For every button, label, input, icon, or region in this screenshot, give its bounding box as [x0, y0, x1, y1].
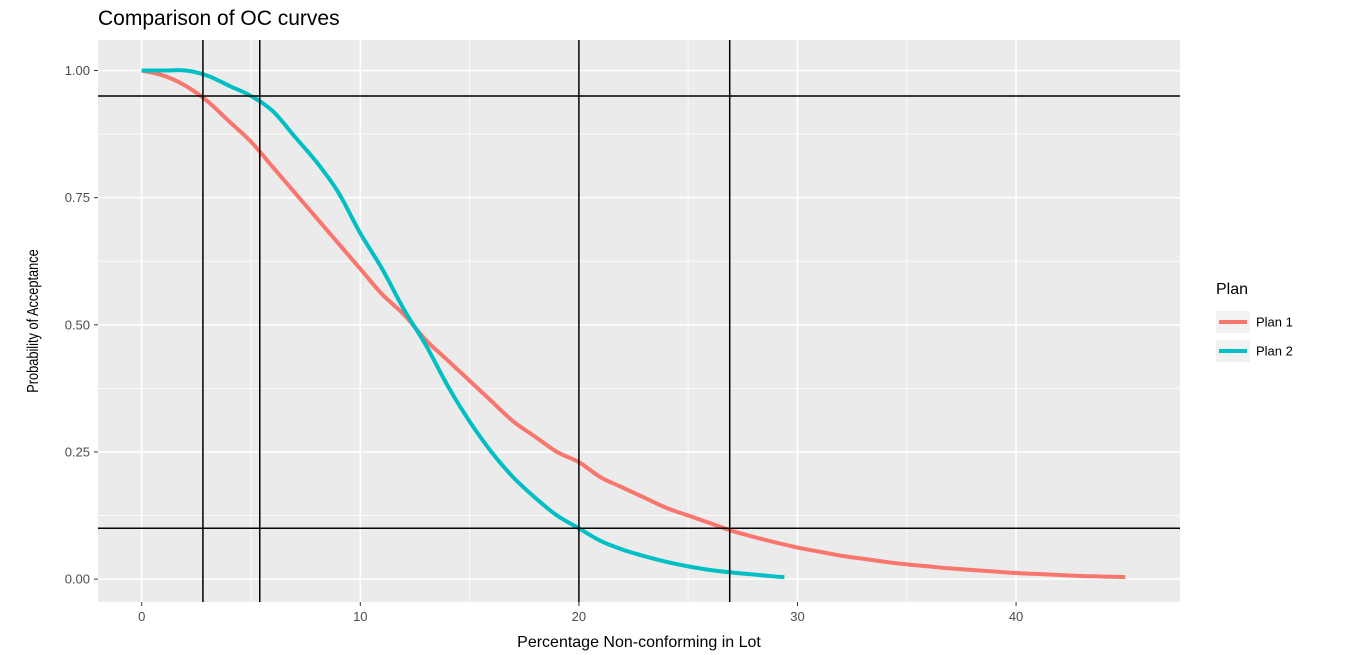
x-tick-label: 30 [790, 609, 804, 624]
y-axis-title: Probability of Acceptance [25, 249, 43, 393]
y-axis-ticks: 0.00 0.25 0.50 0.75 1.00 [65, 63, 98, 587]
y-tick-label: 0.25 [65, 444, 90, 459]
grid-minor-lines [98, 40, 1180, 602]
reference-lines [98, 40, 1180, 602]
x-tick-label: 0 [138, 609, 145, 624]
legend-title: Plan [1216, 281, 1248, 298]
y-tick-label: 1.00 [65, 63, 90, 78]
y-tick-label: 0.00 [65, 572, 90, 587]
legend-label-plan-2: Plan 2 [1256, 344, 1293, 359]
legend: Plan Plan 1 Plan 2 [1216, 281, 1293, 362]
chart-title: Comparison of OC curves [98, 7, 340, 30]
x-axis-title: Percentage Non-conforming in Lot [517, 634, 761, 651]
legend-label-plan-1: Plan 1 [1256, 315, 1293, 330]
y-tick-label: 0.50 [65, 317, 90, 332]
x-tick-label: 10 [353, 609, 367, 624]
x-tick-label: 40 [1009, 609, 1023, 624]
series-line-plan-1 [141, 68, 1126, 580]
x-tick-label: 20 [572, 609, 586, 624]
y-tick-label: 0.75 [65, 190, 90, 205]
x-axis-ticks: 0 10 20 30 40 [138, 602, 1023, 624]
plot-panel [98, 40, 1180, 602]
